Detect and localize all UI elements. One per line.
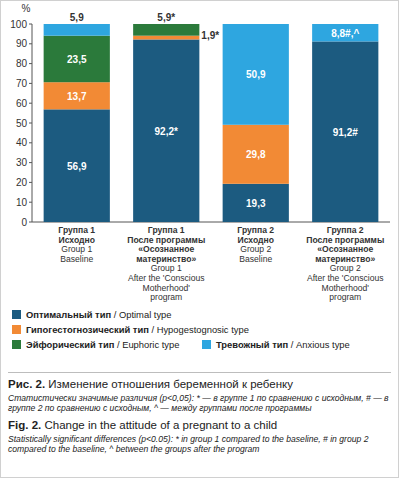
label-line: После программы <box>127 235 205 245</box>
y-tick <box>29 202 32 203</box>
y-tick <box>29 83 32 84</box>
label-line: «Осознанное <box>317 244 373 254</box>
label-line: Baseline <box>239 254 272 264</box>
y-tick <box>29 43 32 44</box>
label-line: program <box>329 292 361 302</box>
label-line: Group 1 <box>151 263 182 273</box>
bar-segment <box>223 184 289 222</box>
label-line: Группа 2 <box>237 225 274 235</box>
x-tick-label: Группа 2После программы«Осознанноематери… <box>306 225 384 302</box>
y-tick-label: 10 <box>16 197 28 208</box>
bar-segment <box>44 24 110 36</box>
cap-note: Statistically significant differences (p… <box>8 434 391 455</box>
y-tick <box>29 182 32 183</box>
legend-swatch <box>12 310 21 319</box>
data-label: 5,9 <box>70 12 84 23</box>
x-tick-label: Группа 1ИсходноGroup 1Baseline <box>58 225 95 264</box>
caption: Рис. 2. Изменение отношения беременной к… <box>8 372 391 459</box>
data-label: 13,7 <box>67 91 87 102</box>
data-label: 19,3 <box>246 198 266 209</box>
label-line: Группа 1 <box>58 225 95 235</box>
data-label: 1,9* <box>201 30 219 41</box>
label-line: Исходно <box>238 235 274 245</box>
y-tick <box>29 142 32 143</box>
legend-part: / Euphoric type <box>114 339 179 350</box>
y-tick-label: 30 <box>16 157 28 168</box>
y-tick-label: 80 <box>16 58 28 69</box>
label-line: «Осознанное <box>138 244 194 254</box>
data-label: 56,9 <box>67 161 87 172</box>
legend-label: Оптимальный тип / Optimal type <box>26 309 172 320</box>
legend-swatch <box>202 340 211 349</box>
bar-segment <box>223 24 289 125</box>
label-line: Motherhood' <box>142 283 190 293</box>
label-line: Исходно <box>59 235 95 245</box>
bars <box>44 24 379 222</box>
label-line: Group 2 <box>330 263 361 273</box>
y-tick-label: 60 <box>16 98 28 109</box>
y-tick <box>29 24 32 25</box>
legend-label: Гипогестогнозический тип / Hypogestognos… <box>26 324 249 335</box>
y-tick-label: 40 <box>16 137 28 148</box>
bar-segment <box>133 24 199 36</box>
label-line: program <box>150 292 182 302</box>
legend-part: / Optimal type <box>111 309 171 320</box>
label-line: Motherhood' <box>321 283 369 293</box>
cap-title: Рис. 2. Изменение отношения беременной к… <box>8 377 391 391</box>
y-axis-label: % <box>22 3 31 14</box>
y-tick <box>29 103 32 104</box>
label-line: Baseline <box>60 254 93 264</box>
y-tick <box>29 162 32 163</box>
cap-note: Статистически значимые различия (p<0,05)… <box>8 393 391 414</box>
bar-segment <box>44 109 110 222</box>
bar-segment <box>133 36 199 40</box>
legend-part: / Hypogestognosic type <box>149 324 249 335</box>
label-line: After the 'Conscious <box>128 273 205 283</box>
label-line: Группа 2 <box>327 225 364 235</box>
data-label: 29,8 <box>246 149 266 160</box>
y-tick-label: 100 <box>10 19 27 30</box>
y-tick-label: 0 <box>21 217 27 228</box>
data-label: 8,8#,^ <box>331 28 359 39</box>
legend-part: Гипогестогнозический тип <box>26 324 149 335</box>
bar-segment <box>223 125 289 184</box>
label-line: Group 1 <box>61 244 92 254</box>
label-line: После программы <box>306 235 384 245</box>
data-label: 23,5 <box>67 54 87 65</box>
y-tick-label: 20 <box>16 177 28 188</box>
y-tick-label: 70 <box>16 78 28 89</box>
label-line: Группа 1 <box>148 225 185 235</box>
bar-segment <box>133 39 199 222</box>
legend-part: Оптимальный тип <box>26 309 111 320</box>
legend-swatch <box>12 325 21 334</box>
data-label: 50,9 <box>246 69 266 80</box>
bar-segment <box>44 36 110 83</box>
x-tick-label: Группа 1После программы«Осознанноематери… <box>127 225 205 302</box>
bar-segment <box>312 41 378 222</box>
legend-label: Тревожный тип / Anxious type <box>216 339 350 350</box>
label-line: Group 2 <box>240 244 271 254</box>
legend-label: Эйфорический тип / Euphoric type <box>26 339 179 350</box>
y-tick <box>29 222 32 223</box>
y-tick-label: 50 <box>16 118 28 129</box>
legend-part: / Anxious type <box>288 339 350 350</box>
legend-part: Эйфорический тип <box>26 339 115 350</box>
bar-segment <box>312 24 378 41</box>
legend-part: Тревожный тип <box>216 339 289 350</box>
legend-swatch <box>12 340 21 349</box>
bar-segment <box>44 82 110 109</box>
data-labels: 56,9 13,7 23,5 5,9 92,2* 1,9* 5,9* 19,3 29,8 50,9… <box>67 12 359 209</box>
x-tick-label: Группа 2ИсходноGroup 2Baseline <box>237 225 274 264</box>
y-tick <box>29 123 32 124</box>
label-line: After the 'Conscious <box>307 273 384 283</box>
y-tick-label: 90 <box>16 38 28 49</box>
label-line: материнство» <box>315 254 375 264</box>
data-label: 5,9* <box>157 12 175 23</box>
cap-title: Fig. 2. Change in the attitude of a preg… <box>8 418 391 432</box>
data-label: 91,2# <box>333 127 358 138</box>
chart: 0 10 20 30 40 50 60 70 80 90 100% 56,9 13,7 23,5 5,9 92… <box>0 0 399 372</box>
data-label: 92,2* <box>155 126 178 137</box>
label-line: материнство» <box>136 254 196 264</box>
y-tick <box>29 63 32 64</box>
